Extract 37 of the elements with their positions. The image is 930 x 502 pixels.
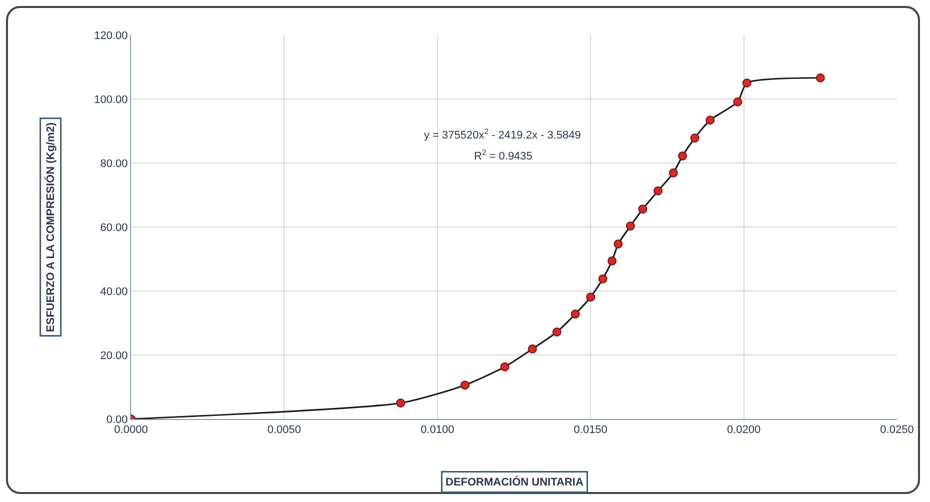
y-tick-label: 60.00 [100, 222, 128, 234]
point [654, 186, 663, 196]
annotation: R$^{2}$ = 0.9435 [474, 148, 532, 163]
x-axis-title: DEFORMACIÓN UNITARIA [446, 476, 584, 488]
y-tick-label: 120.00 [94, 30, 128, 42]
y-tick-label: 80.00 [100, 158, 128, 170]
y-tick-label: 0.00 [106, 414, 128, 426]
point [816, 73, 825, 82]
x-tick-label: 0.0000 [114, 424, 148, 436]
x-tick-label: 0.0050 [267, 424, 302, 436]
point [614, 239, 623, 248]
x-tick-label: 0.0250 [880, 424, 914, 436]
point [460, 380, 470, 390]
point [668, 168, 678, 178]
annotation: y = 375520x$^{2}$ - 2419.2x - 3.5849 [424, 127, 581, 142]
point [742, 78, 752, 88]
x-tick-label: 0.0150 [574, 424, 608, 436]
y-tick-label: 100.00 [94, 94, 128, 106]
point [586, 292, 596, 302]
x-tick-label: 0.0200 [726, 424, 761, 436]
point [638, 204, 648, 214]
y-axis-title: ESFUERZO A LA COMPRESIÓN (Kg/m2) [44, 122, 58, 332]
point [598, 274, 608, 284]
x-tick-label: 0.0100 [420, 424, 454, 436]
point [396, 398, 406, 408]
y-tick-label: 20.00 [100, 350, 128, 362]
point [626, 222, 635, 231]
point [500, 362, 510, 372]
y-tick-label: 40.00 [100, 286, 128, 298]
point [528, 344, 537, 354]
point [678, 151, 688, 160]
point [690, 134, 700, 143]
point [733, 97, 742, 106]
point [570, 310, 580, 319]
point [608, 256, 617, 266]
point [706, 116, 715, 125]
point [552, 327, 562, 336]
